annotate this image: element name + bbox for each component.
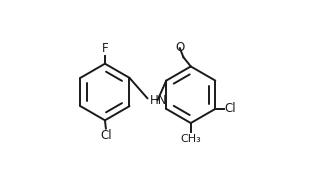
Text: HN: HN — [150, 94, 168, 107]
Text: O: O — [175, 41, 184, 54]
Text: Cl: Cl — [225, 102, 236, 115]
Text: F: F — [102, 42, 108, 55]
Text: CH₃: CH₃ — [181, 134, 201, 144]
Text: Cl: Cl — [100, 129, 112, 142]
